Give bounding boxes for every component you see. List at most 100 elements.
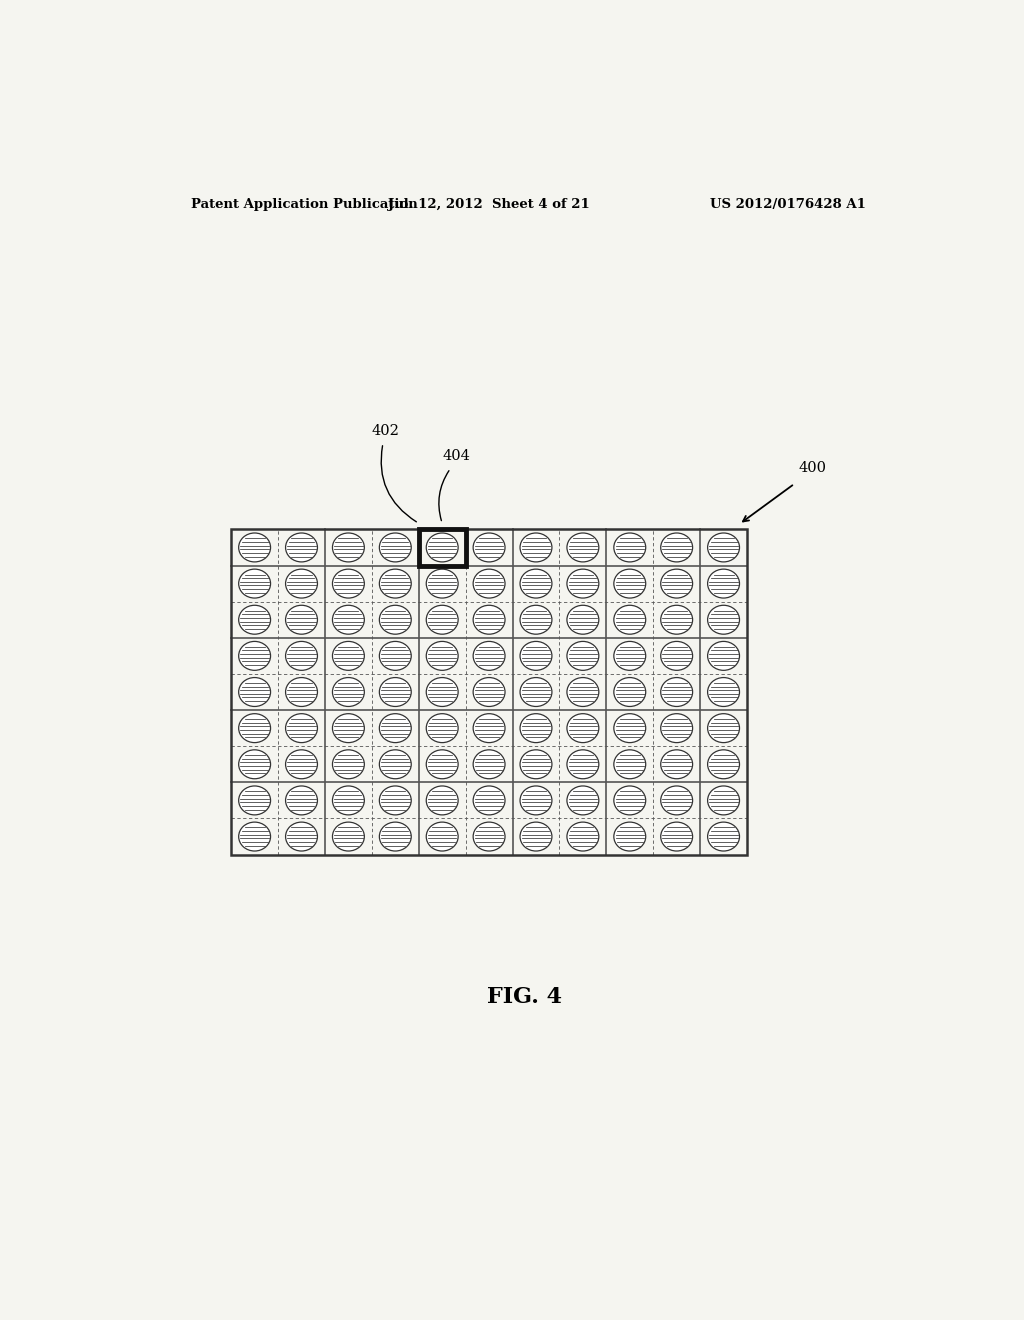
Ellipse shape <box>286 822 317 851</box>
Text: 402: 402 <box>371 424 399 438</box>
Ellipse shape <box>426 785 458 814</box>
Ellipse shape <box>239 822 270 851</box>
Ellipse shape <box>286 533 317 562</box>
Ellipse shape <box>286 569 317 598</box>
Ellipse shape <box>473 677 505 706</box>
Ellipse shape <box>567 606 599 634</box>
Ellipse shape <box>567 642 599 671</box>
Ellipse shape <box>520 642 552 671</box>
Ellipse shape <box>613 714 646 743</box>
Ellipse shape <box>426 569 458 598</box>
Ellipse shape <box>708 822 739 851</box>
Ellipse shape <box>239 714 270 743</box>
Ellipse shape <box>286 785 317 814</box>
Text: FIG. 4: FIG. 4 <box>487 986 562 1008</box>
Ellipse shape <box>379 677 412 706</box>
Ellipse shape <box>660 606 692 634</box>
Ellipse shape <box>613 642 646 671</box>
Text: 404: 404 <box>442 449 470 463</box>
Ellipse shape <box>613 569 646 598</box>
Text: Jul. 12, 2012  Sheet 4 of 21: Jul. 12, 2012 Sheet 4 of 21 <box>388 198 590 211</box>
Ellipse shape <box>333 785 365 814</box>
Ellipse shape <box>333 569 365 598</box>
Ellipse shape <box>379 714 412 743</box>
Ellipse shape <box>473 750 505 779</box>
Text: Patent Application Publication: Patent Application Publication <box>191 198 418 211</box>
Ellipse shape <box>379 606 412 634</box>
Ellipse shape <box>333 677 365 706</box>
Ellipse shape <box>567 785 599 814</box>
Ellipse shape <box>567 533 599 562</box>
Ellipse shape <box>286 750 317 779</box>
Ellipse shape <box>426 677 458 706</box>
Ellipse shape <box>239 569 270 598</box>
Ellipse shape <box>333 533 365 562</box>
Ellipse shape <box>520 569 552 598</box>
Ellipse shape <box>520 822 552 851</box>
Ellipse shape <box>426 642 458 671</box>
Text: US 2012/0176428 A1: US 2012/0176428 A1 <box>711 198 866 211</box>
Ellipse shape <box>333 822 365 851</box>
Ellipse shape <box>379 642 412 671</box>
Ellipse shape <box>426 750 458 779</box>
Ellipse shape <box>473 642 505 671</box>
Ellipse shape <box>239 642 270 671</box>
Ellipse shape <box>473 569 505 598</box>
Ellipse shape <box>520 750 552 779</box>
Ellipse shape <box>708 677 739 706</box>
Ellipse shape <box>473 606 505 634</box>
Bar <box>419 529 466 565</box>
Ellipse shape <box>613 606 646 634</box>
Ellipse shape <box>286 606 317 634</box>
Ellipse shape <box>660 533 692 562</box>
Ellipse shape <box>379 750 412 779</box>
Ellipse shape <box>660 569 692 598</box>
Ellipse shape <box>613 822 646 851</box>
Ellipse shape <box>333 750 365 779</box>
Ellipse shape <box>239 606 270 634</box>
Ellipse shape <box>520 533 552 562</box>
Ellipse shape <box>660 642 692 671</box>
Ellipse shape <box>708 785 739 814</box>
Ellipse shape <box>708 533 739 562</box>
Ellipse shape <box>708 750 739 779</box>
Ellipse shape <box>660 677 692 706</box>
Ellipse shape <box>426 822 458 851</box>
Ellipse shape <box>379 533 412 562</box>
Ellipse shape <box>567 822 599 851</box>
Ellipse shape <box>567 714 599 743</box>
Ellipse shape <box>426 606 458 634</box>
Ellipse shape <box>708 714 739 743</box>
Ellipse shape <box>520 677 552 706</box>
Text: 400: 400 <box>799 462 826 475</box>
Ellipse shape <box>520 606 552 634</box>
Ellipse shape <box>333 642 365 671</box>
Ellipse shape <box>708 642 739 671</box>
Ellipse shape <box>379 569 412 598</box>
Ellipse shape <box>708 606 739 634</box>
Ellipse shape <box>379 785 412 814</box>
Ellipse shape <box>613 785 646 814</box>
Ellipse shape <box>473 533 505 562</box>
Ellipse shape <box>379 822 412 851</box>
Ellipse shape <box>239 677 270 706</box>
Ellipse shape <box>426 714 458 743</box>
Ellipse shape <box>613 750 646 779</box>
Ellipse shape <box>473 822 505 851</box>
Ellipse shape <box>286 642 317 671</box>
Ellipse shape <box>333 606 365 634</box>
Ellipse shape <box>660 785 692 814</box>
Ellipse shape <box>613 533 646 562</box>
Ellipse shape <box>286 677 317 706</box>
Ellipse shape <box>520 785 552 814</box>
Ellipse shape <box>426 533 458 562</box>
Ellipse shape <box>708 569 739 598</box>
Ellipse shape <box>473 785 505 814</box>
Ellipse shape <box>613 677 646 706</box>
Ellipse shape <box>567 569 599 598</box>
Ellipse shape <box>660 750 692 779</box>
Ellipse shape <box>660 714 692 743</box>
Bar <box>231 529 748 854</box>
Ellipse shape <box>520 714 552 743</box>
Ellipse shape <box>333 714 365 743</box>
